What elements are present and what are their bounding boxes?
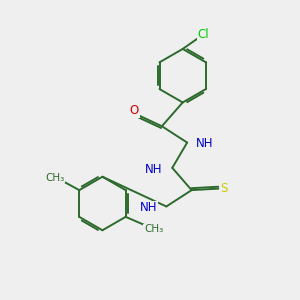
Text: NH: NH — [196, 137, 213, 150]
Text: NH: NH — [145, 163, 163, 176]
Text: Cl: Cl — [198, 28, 209, 41]
Text: CH₃: CH₃ — [45, 172, 64, 183]
Text: S: S — [220, 182, 228, 194]
Text: O: O — [130, 104, 139, 117]
Text: CH₃: CH₃ — [144, 224, 164, 234]
Text: NH: NH — [140, 202, 158, 214]
